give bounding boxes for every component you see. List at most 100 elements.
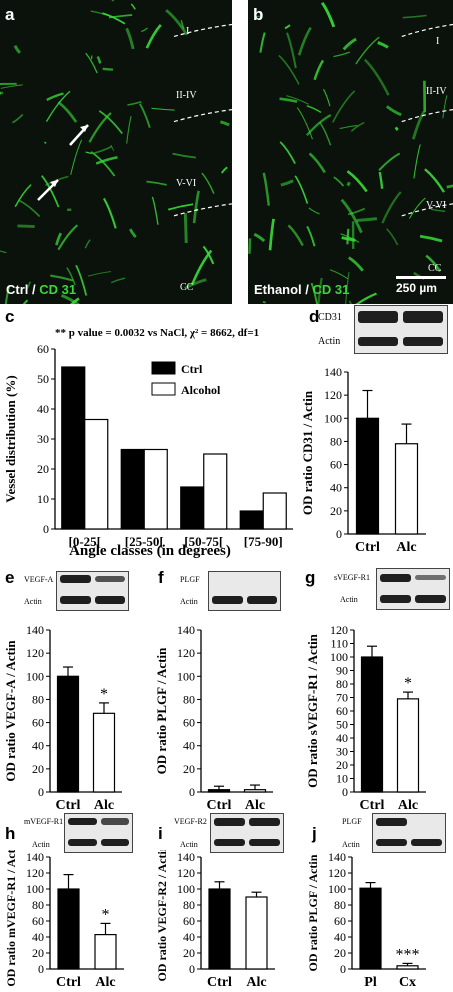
bar-alc xyxy=(92,712,116,793)
significance-marker: * xyxy=(404,675,412,692)
blot-label-actin: Actin xyxy=(32,840,50,849)
y-tick-label: 80 xyxy=(334,898,346,912)
vessel xyxy=(377,41,389,49)
y-tick-label: 100 xyxy=(177,882,195,896)
vessel xyxy=(253,232,266,243)
vessel xyxy=(111,0,115,2)
blot-label-actin: Actin xyxy=(318,336,341,347)
y-tick-label: 60 xyxy=(183,914,195,928)
x-tick-label: [25-50[ xyxy=(125,534,164,549)
blot-label-target: PLGF xyxy=(180,575,200,584)
vessel xyxy=(297,26,312,56)
vessel xyxy=(355,292,377,304)
y-tick-label: 80 xyxy=(336,677,348,691)
y-tick-label: 100 xyxy=(328,882,346,896)
x-tick-label: [0-25[ xyxy=(69,534,102,549)
y-tick-label: 20 xyxy=(37,462,49,476)
y-tick-label: 40 xyxy=(336,731,348,745)
y-tick-label: 0 xyxy=(189,785,195,799)
layer-label-cc: CC xyxy=(180,282,194,293)
layer-label-i: I xyxy=(436,36,440,47)
y-tick-label: 20 xyxy=(330,504,342,518)
vessel xyxy=(46,92,64,101)
blot-label-actin: Actin xyxy=(342,840,360,849)
y-tick-label: 140 xyxy=(177,623,195,637)
y-tick-label: 90 xyxy=(336,664,348,678)
bar-pl xyxy=(359,887,382,970)
y-tick-label: 110 xyxy=(330,637,348,651)
vessel xyxy=(278,54,300,85)
band xyxy=(101,839,129,846)
vessel xyxy=(346,228,350,245)
vessel xyxy=(125,27,135,50)
vessel xyxy=(294,175,309,204)
y-tick-label: 140 xyxy=(324,365,342,379)
caption-prefix: Ethanol / xyxy=(254,282,313,297)
panel-label-d: d xyxy=(309,307,320,326)
y-tick-label: 80 xyxy=(183,898,195,912)
blot-label-target: CD31 xyxy=(318,312,342,323)
blot-label-actin: Actin xyxy=(180,840,198,849)
vessel xyxy=(402,14,427,19)
bar-ctrl xyxy=(355,417,380,535)
y-tick-label: 60 xyxy=(183,716,195,730)
band xyxy=(212,596,243,604)
y-tick-label: 80 xyxy=(183,692,195,706)
vessel xyxy=(339,124,358,130)
band xyxy=(376,839,407,846)
layer-boundary xyxy=(173,109,232,123)
vessel xyxy=(57,224,79,251)
vessel xyxy=(0,84,23,89)
y-tick-label: 120 xyxy=(177,866,195,880)
y-tick-label: 40 xyxy=(32,930,44,944)
x-tick-label: Alc xyxy=(246,975,266,990)
y-axis-label: OD ratio VEGF-A / Actin xyxy=(3,640,18,782)
scale-bar-label: 250 µm xyxy=(396,281,437,295)
x-tick-label: [50-75[ xyxy=(184,534,223,549)
y-axis-label: OD ratio VEGF-R2 / Actin xyxy=(155,850,169,982)
vessel xyxy=(4,285,11,304)
y-tick-label: 50 xyxy=(336,718,348,732)
y-tick-label: 140 xyxy=(26,623,44,637)
bar-alc xyxy=(243,789,267,793)
x-tick-label: [75-90] xyxy=(244,534,283,549)
y-axis-label: OD ratio PLGF / Actin xyxy=(306,854,320,971)
y-tick-label: 120 xyxy=(328,866,346,880)
vessel xyxy=(0,250,7,254)
caption-ctrl: Ctrl / CD 31 xyxy=(6,282,76,297)
y-tick-label: 20 xyxy=(334,946,346,960)
bar-ctrl xyxy=(57,888,80,970)
chart-cd31: 0 20 40 60 80 100 120 140 Ctrl Alc OD ratio CD31 /… xyxy=(300,365,426,555)
band xyxy=(358,337,398,346)
annotation: ** p value = 0.0032 vs NaCl, χ² = 8662, … xyxy=(55,327,259,339)
blot-label-target: VEGF-R2 xyxy=(174,817,207,826)
y-axis-label: OD ratio CD31 / Actin xyxy=(300,390,315,515)
micrograph-ethanol: I II-IV V-VI CC Ethanol / CD 31 250 µm xyxy=(248,0,453,304)
vessel xyxy=(350,121,365,132)
y-tick-label: 0 xyxy=(38,785,44,799)
vessel xyxy=(385,105,402,117)
vessel xyxy=(419,234,443,243)
band xyxy=(380,574,411,582)
y-tick-label: 70 xyxy=(336,691,348,705)
chart-plgf: 0 20 40 60 80 100 120 140 Ctrl Alc OD ratio PLGF /… xyxy=(154,623,273,813)
vessel xyxy=(66,267,76,286)
bar-alcohol xyxy=(203,453,228,530)
caption-prefix: Ctrl / xyxy=(6,282,40,297)
vessel xyxy=(138,103,151,129)
vessel-network xyxy=(248,1,453,304)
y-tick-label: 100 xyxy=(26,882,44,896)
layer-label-v-vi: V-VI xyxy=(426,200,447,211)
layer-label-ii-iv: II-IV xyxy=(176,90,197,101)
vessel xyxy=(25,281,32,290)
vessel xyxy=(346,170,368,193)
vessel xyxy=(75,264,88,296)
arrow-head xyxy=(80,125,88,132)
vessel xyxy=(363,58,390,96)
x-tick-label: Ctrl xyxy=(56,975,81,990)
vessel xyxy=(70,297,80,304)
y-tick-label: 40 xyxy=(334,930,346,944)
vessel xyxy=(329,269,349,280)
vessel xyxy=(262,301,266,304)
y-tick-label: 40 xyxy=(330,481,342,495)
